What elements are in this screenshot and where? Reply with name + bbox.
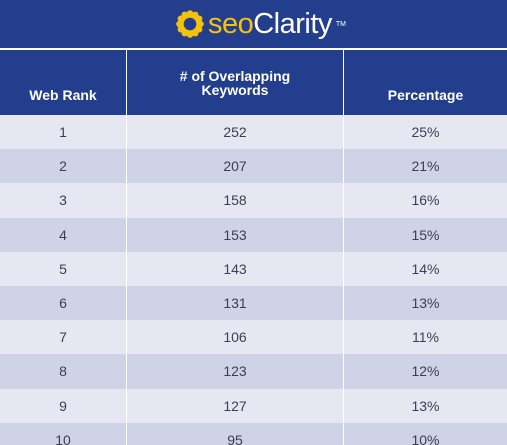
cell-web-rank: 1 [0,115,126,150]
column-header-web-rank: Web Rank [0,50,126,115]
logo: seoClarity TM [175,9,346,39]
table-row: 7 106 11% [0,320,507,355]
cell-overlapping-keywords: 123 [126,354,343,389]
cell-percentage: 13% [343,285,507,321]
column-header-overlapping-keywords: # of Overlapping Keywords [126,50,343,115]
logo-name: Clarity [253,7,332,40]
header-row: Web Rank # of Overlapping Keywords Perce… [0,50,507,115]
logo-prefix: seo [207,7,254,40]
cell-web-rank: 7 [0,320,126,355]
cell-percentage: 21% [343,149,507,184]
logo-wordmark: seoClarity [207,7,332,40]
cell-web-rank: 3 [0,183,126,218]
table-body: 1 252 25% 2 207 21% 3 158 16% 4 153 15% 5 143 14% 6 131 1… [0,115,507,445]
cell-overlapping-keywords: 143 [126,251,343,286]
cell-overlapping-keywords: 207 [126,149,343,184]
table-row: 10 95 10% [0,422,507,445]
table-row: 6 131 13% [0,285,507,321]
cell-overlapping-keywords: 106 [126,320,343,355]
cell-overlapping-keywords: 252 [126,115,343,150]
cell-percentage: 16% [343,183,507,218]
cell-percentage: 14% [343,251,507,286]
cell-percentage: 13% [343,388,507,423]
logo-banner: seoClarity TM [0,0,507,48]
cell-overlapping-keywords: 153 [126,217,343,252]
cell-overlapping-keywords: 95 [126,422,343,445]
data-table: Web Rank # of Overlapping Keywords Perce… [0,50,507,445]
cell-percentage: 12% [343,354,507,389]
cell-overlapping-keywords: 131 [126,285,343,321]
cell-web-rank: 8 [0,354,126,389]
table-row: 3 158 16% [0,183,507,218]
cell-web-rank: 2 [0,149,126,184]
table-row: 9 127 13% [0,388,507,423]
cell-percentage: 10% [343,422,507,445]
table-row: 5 143 14% [0,251,507,286]
sun-icon [176,10,204,38]
cell-percentage: 25% [343,115,507,150]
cell-web-rank: 6 [0,285,126,321]
trademark-mark: TM [335,21,347,28]
column-header-percentage: Percentage [343,50,507,115]
table-row: 8 123 12% [0,354,507,389]
cell-web-rank: 4 [0,217,126,252]
cell-overlapping-keywords: 127 [126,388,343,423]
column-header-line-1: # of Overlapping [179,67,291,84]
cell-web-rank: 5 [0,251,126,286]
table-row: 1 252 25% [0,115,507,150]
column-header-line-2: Keywords [201,81,269,98]
cell-percentage: 11% [343,320,507,355]
table-row: 2 207 21% [0,149,507,184]
table-row: 4 153 15% [0,217,507,252]
cell-percentage: 15% [343,217,507,252]
cell-overlapping-keywords: 158 [126,183,343,218]
cell-web-rank: 9 [0,388,126,423]
cell-web-rank: 10 [0,422,126,445]
